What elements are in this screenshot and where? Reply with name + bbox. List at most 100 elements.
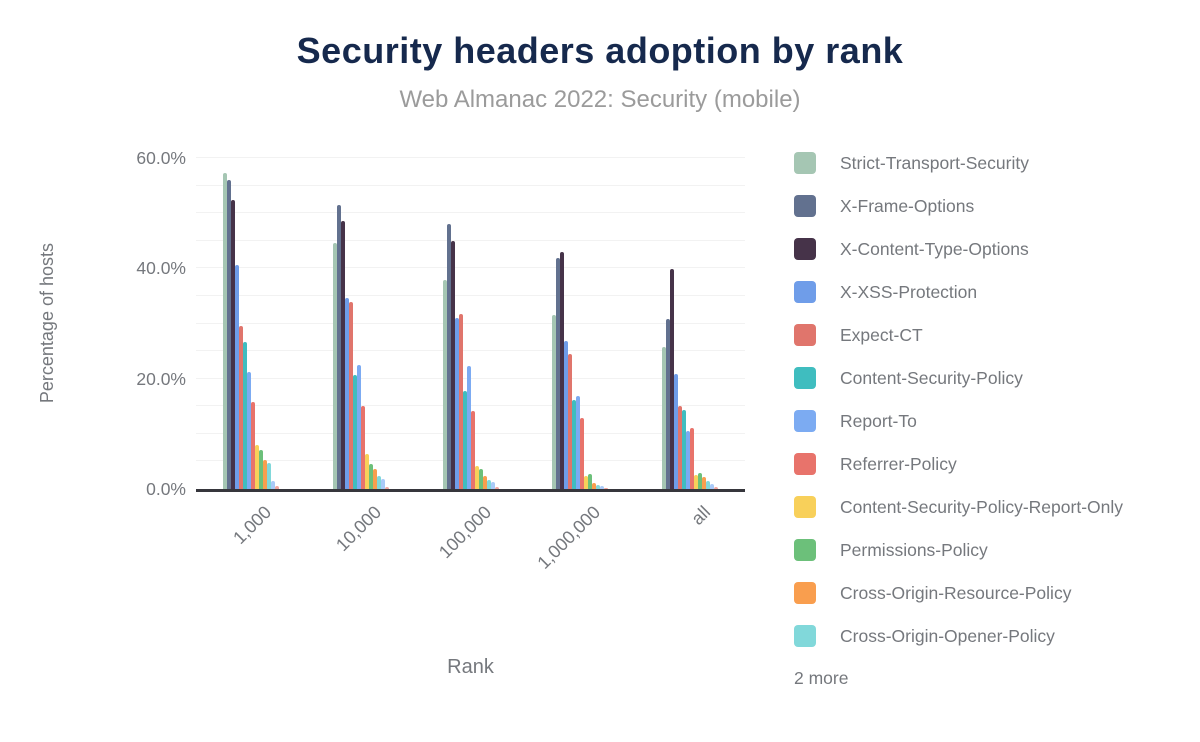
bar-x-xss-protection[interactable] <box>564 340 569 489</box>
legend-label: Strict-Transport-Security <box>840 152 1029 173</box>
legend-label: Expect-CT <box>840 324 923 345</box>
bar-content-security-policy-report-only[interactable] <box>364 454 369 489</box>
bar-x-content-type-options[interactable] <box>560 252 565 489</box>
bar-x-content-type-options[interactable] <box>340 220 345 489</box>
bar-cross-origin-resource-policy[interactable] <box>372 469 377 489</box>
bar-content-security-policy[interactable] <box>352 375 357 489</box>
bar-x-xss-protection[interactable] <box>454 317 459 489</box>
bar-group <box>332 205 389 489</box>
bar-x-frame-options[interactable] <box>556 258 561 489</box>
bar-report-to[interactable] <box>246 372 251 489</box>
bar-strict-transport-security[interactable] <box>332 242 337 489</box>
bar-content-security-policy[interactable] <box>572 400 577 489</box>
bar-x-xss-protection[interactable] <box>674 374 679 489</box>
bar-content-security-policy-report-only[interactable] <box>474 465 479 489</box>
legend-swatch <box>794 582 816 604</box>
bar-cross-origin-resource-policy[interactable] <box>262 460 267 489</box>
bar-unlabeled-2[interactable] <box>494 487 499 489</box>
legend-swatch <box>794 539 816 561</box>
legend-item-cross-origin-opener-policy[interactable]: Cross-Origin-Opener-Policy <box>794 625 1194 647</box>
legend-item-permissions-policy[interactable]: Permissions-Policy <box>794 539 1194 561</box>
bar-cross-origin-opener-policy[interactable] <box>266 463 271 489</box>
bar-content-security-policy[interactable] <box>682 410 687 489</box>
bar-referrer-policy[interactable] <box>470 410 475 489</box>
bar-unlabeled-1[interactable] <box>270 481 275 489</box>
bar-content-security-policy[interactable] <box>242 341 247 489</box>
bar-content-security-policy-report-only[interactable] <box>584 476 589 489</box>
bar-expect-ct[interactable] <box>238 326 243 489</box>
bar-permissions-policy[interactable] <box>698 473 703 489</box>
legend-swatch <box>794 496 816 518</box>
bar-strict-transport-security[interactable] <box>222 173 227 489</box>
bar-permissions-policy[interactable] <box>588 473 593 489</box>
bar-unlabeled-1[interactable] <box>710 484 715 489</box>
bar-report-to[interactable] <box>356 365 361 489</box>
bar-referrer-policy[interactable] <box>580 418 585 489</box>
bar-strict-transport-security[interactable] <box>442 280 447 489</box>
legend-overflow-label: 2 more <box>794 668 849 688</box>
bar-permissions-policy[interactable] <box>478 468 483 489</box>
bar-cross-origin-resource-policy[interactable] <box>592 482 597 489</box>
bar-cross-origin-opener-policy[interactable] <box>706 481 711 489</box>
gridline <box>196 294 745 296</box>
chart-subtitle: Web Almanac 2022: Security (mobile) <box>399 86 801 113</box>
bar-permissions-policy[interactable] <box>368 464 373 489</box>
legend-swatch <box>794 195 816 217</box>
bar-x-frame-options[interactable] <box>666 318 671 489</box>
bar-cross-origin-opener-policy[interactable] <box>376 475 381 489</box>
legend-item-x-content-type-options[interactable]: X-Content-Type-Options <box>794 238 1194 260</box>
bar-referrer-policy[interactable] <box>690 428 695 489</box>
bar-unlabeled-1[interactable] <box>490 482 495 489</box>
bar-report-to[interactable] <box>466 365 471 489</box>
legend-item-strict-transport-security[interactable]: Strict-Transport-Security <box>794 152 1194 174</box>
bar-unlabeled-2[interactable] <box>604 487 609 489</box>
bar-expect-ct[interactable] <box>458 313 463 489</box>
legend-item-x-frame-options[interactable]: X-Frame-Options <box>794 195 1194 217</box>
gridline <box>196 350 745 352</box>
bar-unlabeled-2[interactable] <box>384 486 389 489</box>
bar-x-content-type-options[interactable] <box>670 269 675 489</box>
bar-unlabeled-2[interactable] <box>714 487 719 489</box>
legend-item-content-security-policy-report-only[interactable]: Content-Security-Policy-Report-Only <box>794 496 1194 518</box>
bar-cross-origin-resource-policy[interactable] <box>482 476 487 489</box>
bar-x-content-type-options[interactable] <box>230 200 235 489</box>
legend-item-referrer-policy[interactable]: Referrer-Policy <box>794 453 1194 475</box>
bar-cross-origin-resource-policy[interactable] <box>702 477 707 489</box>
bar-unlabeled-2[interactable] <box>274 486 279 489</box>
bar-x-xss-protection[interactable] <box>344 298 349 489</box>
bar-x-content-type-options[interactable] <box>450 241 455 489</box>
bar-strict-transport-security[interactable] <box>552 315 557 489</box>
bar-report-to[interactable] <box>686 431 691 489</box>
bar-content-security-policy-report-only[interactable] <box>694 475 699 489</box>
x-tick-label: 100,000 <box>434 502 495 563</box>
bar-referrer-policy[interactable] <box>250 402 255 489</box>
legend-item-content-security-policy[interactable]: Content-Security-Policy <box>794 367 1194 389</box>
bar-cross-origin-opener-policy[interactable] <box>486 480 491 489</box>
legend-item-report-to[interactable]: Report-To <box>794 410 1194 432</box>
legend-item-cross-origin-resource-policy[interactable]: Cross-Origin-Resource-Policy <box>794 582 1194 604</box>
y-tick-label: 20.0% <box>136 368 186 389</box>
bar-permissions-policy[interactable] <box>258 450 263 489</box>
bar-referrer-policy[interactable] <box>360 405 365 489</box>
bar-report-to[interactable] <box>576 395 581 489</box>
bar-unlabeled-1[interactable] <box>380 479 385 489</box>
bar-expect-ct[interactable] <box>678 405 683 489</box>
bar-expect-ct[interactable] <box>568 354 573 489</box>
gridline <box>196 239 745 241</box>
legend-label: Permissions-Policy <box>840 539 988 560</box>
legend-item-expect-ct[interactable]: Expect-CT <box>794 324 1194 346</box>
bar-cross-origin-opener-policy[interactable] <box>596 485 601 489</box>
bar-strict-transport-security[interactable] <box>662 347 667 489</box>
legend-swatch <box>794 281 816 303</box>
plot-area <box>196 157 745 492</box>
bar-x-frame-options[interactable] <box>336 205 341 489</box>
legend-item-x-xss-protection[interactable]: X-XSS-Protection <box>794 281 1194 303</box>
bar-expect-ct[interactable] <box>348 302 353 489</box>
gridline <box>196 322 745 324</box>
bar-content-security-policy-report-only[interactable] <box>254 445 259 489</box>
bar-x-frame-options[interactable] <box>446 224 451 489</box>
bar-x-frame-options[interactable] <box>226 180 231 489</box>
bar-x-xss-protection[interactable] <box>234 265 239 489</box>
bar-unlabeled-1[interactable] <box>600 486 605 489</box>
bar-content-security-policy[interactable] <box>462 390 467 489</box>
